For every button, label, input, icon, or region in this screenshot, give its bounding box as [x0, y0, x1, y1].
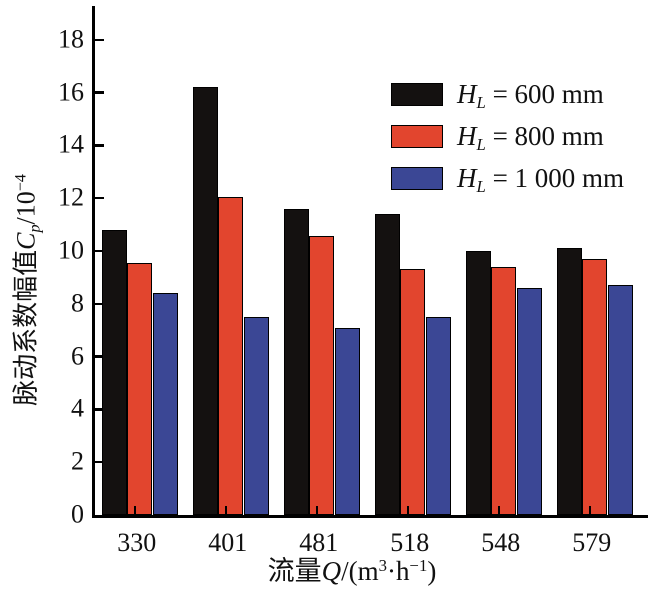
bar-series3-518 [425, 317, 451, 515]
legend-label-1000mm: HL = 1 000 mm [457, 163, 625, 196]
bar-series2-518 [400, 269, 426, 515]
x-axis-unit-open: /(m [341, 556, 379, 586]
x-tick-label: 518 [390, 528, 430, 557]
x-tick-mark [224, 506, 227, 515]
bar-series1-330 [101, 229, 128, 515]
y-tick-mark [95, 144, 104, 147]
x-tick-mark [497, 506, 500, 515]
x-axis-title: 流量Q/(m3·h−1) [267, 555, 437, 587]
bar-series1-518 [374, 214, 401, 515]
legend-item-600mm: HL = 600 mm [391, 79, 624, 112]
x-tick-label: 579 [572, 528, 612, 557]
x-tick-label: 330 [117, 528, 157, 557]
chart-legend: HL = 600 mm HL = 800 mm HL = 1 000 mm [391, 81, 624, 207]
x-tick-mark [315, 506, 318, 515]
x-tick-mark [133, 506, 136, 515]
bar-series1-548 [465, 251, 492, 515]
y-tick-label: 12 [58, 182, 84, 212]
y-tick-mark [95, 249, 104, 253]
x-axis-unit-exp1: 3 [378, 555, 388, 575]
bar-series3-579 [607, 285, 633, 515]
bar-series3-330 [152, 293, 178, 515]
y-tick-mark [95, 408, 104, 411]
bar-series2-330 [127, 262, 153, 515]
x-axis-tick-labels: 330 401 481 518 548 579 [95, 530, 648, 560]
x-axis-symbol: Q [321, 556, 342, 586]
y-tick-mark [95, 461, 104, 464]
bar-series3-481 [334, 327, 360, 515]
y-tick-label: 0 [71, 499, 84, 529]
y-tick-mark [95, 355, 104, 358]
x-tick-label: 401 [208, 528, 248, 557]
legend-label-800mm: HL = 800 mm [457, 121, 604, 154]
bar-series1-401 [192, 87, 219, 515]
y-tick-label: 2 [71, 446, 84, 476]
y-tick-label: 6 [71, 341, 84, 371]
bar-series2-579 [582, 258, 608, 515]
x-axis-unit-mid: ·h [387, 556, 410, 586]
y-tick-mark [95, 91, 104, 94]
bar-series2-481 [309, 236, 335, 515]
y-tick-label: 14 [58, 129, 84, 159]
legend-swatch-800mm [391, 125, 443, 148]
y-tick-label: 18 [58, 24, 84, 54]
y-axis-tick-labels: 0 2 4 6 8 10 12 14 16 18 [0, 6, 86, 527]
y-tick-mark [95, 197, 104, 200]
y-tick-label: 4 [71, 393, 84, 423]
plot-area [92, 6, 648, 518]
bar-series1-579 [556, 248, 583, 515]
x-axis-title-text: 流量 [267, 556, 322, 586]
bar-series2-401 [218, 196, 244, 515]
y-tick-mark [95, 38, 104, 41]
legend-label-600mm: HL = 600 mm [457, 79, 604, 112]
bar-series2-548 [491, 266, 517, 515]
bar-series1-481 [283, 208, 310, 515]
y-tick-mark [95, 302, 104, 305]
legend-swatch-600mm [391, 83, 443, 106]
bar-series3-548 [516, 287, 542, 515]
y-tick-label: 10 [58, 235, 84, 265]
y-tick-label: 8 [71, 288, 84, 318]
x-tick-mark [588, 506, 591, 515]
x-tick-label: 481 [299, 528, 339, 557]
legend-item-1000mm: HL = 1 000 mm [391, 163, 625, 196]
x-axis-unit-exp2: −1 [409, 555, 428, 575]
bar-series3-401 [243, 317, 269, 515]
x-axis-unit-close: ) [427, 556, 437, 586]
x-tick-mark [406, 506, 409, 515]
legend-item-800mm: HL = 800 mm [391, 121, 624, 154]
y-tick-label: 16 [58, 77, 84, 107]
x-tick-label: 548 [481, 528, 521, 557]
legend-swatch-1000mm [391, 167, 443, 190]
